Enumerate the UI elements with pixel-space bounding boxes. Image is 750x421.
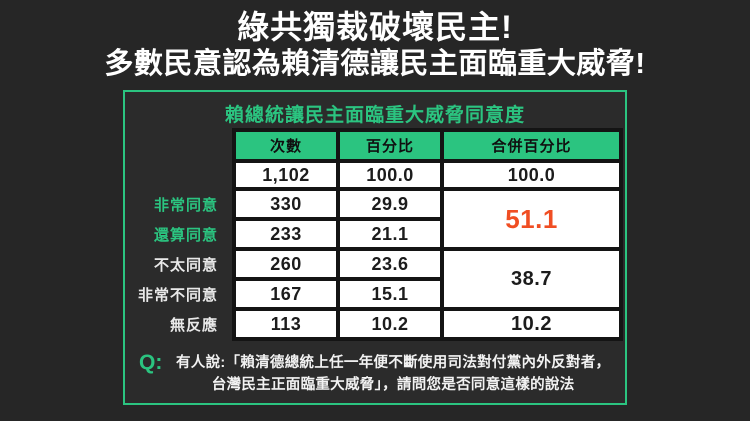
cell-somewhat-agree-count: 233	[236, 221, 336, 247]
question-text: 有人說:「賴清德總統上任一年便不斷使用司法對付黨內外反對者， 台灣民主正面臨重大…	[169, 352, 617, 396]
column-header-count: 次數	[236, 132, 336, 159]
row-label-somewhat-disagree: 不太同意	[153, 256, 218, 274]
cell-agree-combined-highlight: 51.1	[444, 191, 619, 247]
row-label-strongly-disagree: 非常不同意	[137, 286, 218, 304]
main-headline: 綠共獨裁破壞民主! 多數民意認為賴清德讓民主面臨重大威脅!	[0, 8, 750, 82]
column-header-combined-percent: 合併百分比	[444, 132, 619, 159]
q-label: Q:	[139, 351, 163, 374]
cell-somewhat-disagree-percent: 23.6	[340, 251, 440, 277]
cell-strongly-agree-count: 330	[236, 191, 336, 217]
cell-strongly-disagree-count: 167	[236, 281, 336, 307]
survey-panel: 賴總統讓民主面臨重大威脅同意度 非常同意 還算同意 不太同意 非常不同意 無反應…	[123, 90, 627, 405]
question-text-line2: 台灣民主正面臨重大威脅」，請問您是否同意這樣的說法	[211, 377, 575, 393]
column-header-percent: 百分比	[340, 132, 440, 159]
row-label-gutter: 非常同意 還算同意 不太同意 非常不同意 無反應	[125, 128, 232, 341]
question-text-line1: 有人說:「賴清德總統上任一年便不斷使用司法對付黨內外反對者，	[176, 355, 611, 371]
cell-no-response-percent: 10.2	[340, 311, 440, 337]
cell-strongly-agree-percent: 29.9	[340, 191, 440, 217]
cell-no-response-count: 113	[236, 311, 336, 337]
cell-disagree-combined: 38.7	[444, 251, 619, 307]
cell-total-combined: 100.0	[444, 163, 619, 187]
headline-line-1: 綠共獨裁破壞民主!	[237, 9, 513, 45]
table-title: 賴總統讓民主面臨重大威脅同意度	[224, 105, 525, 126]
row-label-somewhat-agree: 還算同意	[153, 226, 218, 244]
cell-total-count: 1,102	[236, 163, 336, 187]
headline-line-2: 多數民意認為賴清德讓民主面臨重大威脅!	[104, 48, 646, 80]
cell-somewhat-disagree-count: 260	[236, 251, 336, 277]
row-label-strongly-agree: 非常同意	[153, 196, 218, 214]
cell-strongly-disagree-percent: 15.1	[340, 281, 440, 307]
cell-total-percent: 100.0	[340, 163, 440, 187]
survey-table: 次數 百分比 合併百分比 1,102 100.0 100.0 330 29.9 …	[232, 128, 623, 341]
cell-no-response-combined: 10.2	[444, 311, 619, 337]
question-note: Q: 有人說:「賴清德總統上任一年便不斷使用司法對付黨內外反對者， 台灣民主正面…	[139, 352, 617, 396]
cell-somewhat-agree-percent: 21.1	[340, 221, 440, 247]
row-label-no-response: 無反應	[169, 316, 218, 334]
